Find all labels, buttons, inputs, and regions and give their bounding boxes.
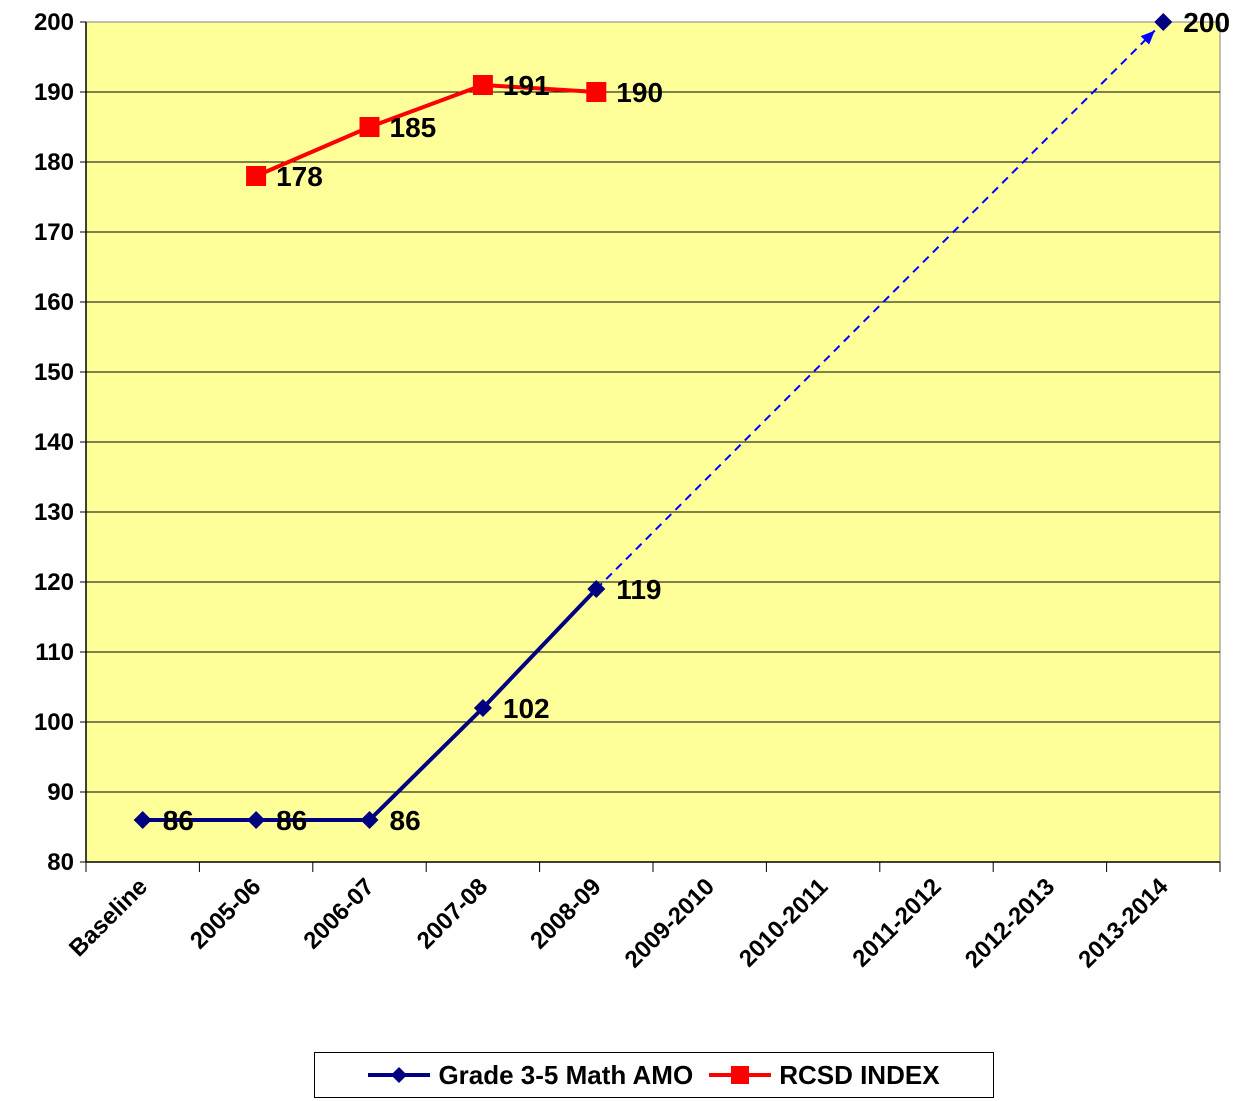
y-tick-label: 140	[34, 429, 74, 456]
data-point-square	[586, 82, 607, 102]
y-tick-label: 170	[34, 219, 74, 246]
data-point-square	[246, 166, 267, 186]
chart-legend: Grade 3-5 Math AMO RCSD INDEX	[314, 1052, 994, 1098]
data-point-square	[472, 75, 493, 95]
x-tick-label: 2008-09	[525, 873, 606, 954]
x-tick-label: 2005-06	[185, 873, 266, 954]
y-tick-label: 160	[34, 289, 74, 316]
data-label: 86	[163, 805, 194, 836]
x-tick-label: 2007-08	[412, 873, 493, 954]
line-chart: 80 90 100 110 120 130 140 150 160 170 180 190 200 Ba…	[34, 7, 1230, 974]
data-point-diamond	[360, 811, 379, 829]
data-label: 178	[276, 161, 323, 192]
y-tick-label: 200	[34, 9, 74, 36]
data-point-diamond	[247, 811, 266, 829]
y-tick-label: 90	[47, 779, 74, 806]
legend-entry-rcsd: RCSD INDEX	[709, 1059, 940, 1091]
data-point-diamond	[473, 699, 492, 717]
y-tick-label: 80	[47, 849, 74, 876]
data-label: 185	[390, 112, 437, 143]
legend-entry-amo: Grade 3-5 Math AMO	[368, 1060, 693, 1091]
x-tick-label: 2013-2014	[1073, 873, 1174, 974]
series-line-1	[255, 83, 597, 178]
x-tick-label: 2009-2010	[620, 873, 720, 973]
y-tick-label: 180	[34, 149, 74, 176]
y-tick-label: 110	[35, 639, 74, 666]
y-tick-label: 130	[34, 499, 74, 526]
data-point-diamond	[587, 580, 606, 598]
data-label: 119	[616, 574, 661, 605]
x-tick-label: Baseline	[64, 873, 153, 962]
trend-arrowhead	[1140, 30, 1155, 45]
data-point-square	[359, 117, 380, 137]
data-label: 200	[1183, 7, 1230, 38]
square-marker-icon	[709, 1066, 772, 1084]
x-tick-label: 2006-07	[298, 873, 379, 954]
y-tick-label: 120	[34, 569, 74, 596]
data-label: 190	[616, 77, 663, 108]
y-tick-label: 100	[34, 709, 74, 736]
data-label: 86	[390, 805, 421, 836]
data-point-diamond	[1154, 13, 1173, 31]
x-tick-label: 2010-2011	[734, 873, 833, 972]
x-tick-label: 2011-2012	[847, 873, 946, 972]
x-tick-label: 2012-2013	[960, 873, 1060, 973]
y-tick-label: 150	[34, 359, 74, 386]
legend-label-rcsd: RCSD INDEX	[779, 1059, 940, 1090]
data-label: 191	[503, 70, 550, 101]
data-point-diamond	[133, 811, 152, 829]
legend-label-amo: Grade 3-5 Math AMO	[438, 1059, 694, 1090]
data-label: 86	[276, 805, 307, 836]
data-label: 102	[503, 693, 550, 724]
trend-line	[595, 29, 1156, 590]
y-tick-label: 190	[34, 79, 74, 106]
diamond-marker-icon	[368, 1067, 431, 1083]
